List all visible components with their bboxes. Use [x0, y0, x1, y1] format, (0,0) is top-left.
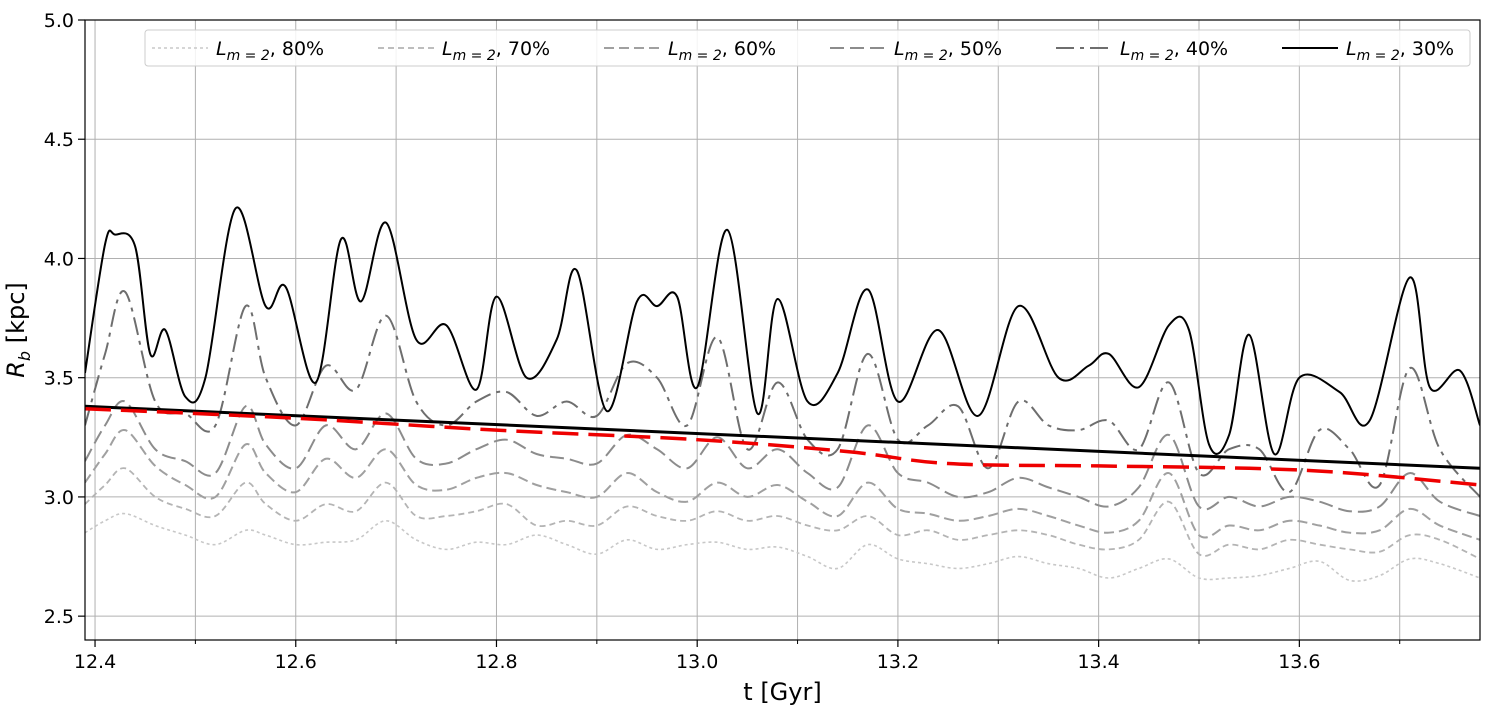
legend-label: Lm = 2, 80% [216, 38, 324, 64]
legend-item: Lm = 2, 60% [604, 38, 776, 64]
axis-ticks: 12.4 12.6 12.8 13.0 13.2 13.4 13.6 2.5 3.0 3.5 4.0… [44, 10, 1401, 673]
series-line-7 [85, 406, 1480, 487]
y-tick-label: 3.5 [44, 368, 74, 390]
grid [85, 19, 1480, 640]
y-axis-label-main: R [2, 361, 30, 378]
series-line-4 [85, 290, 1480, 498]
x-tick-label: 13.4 [1077, 651, 1119, 673]
legend-label: Lm = 2, 50% [894, 38, 1002, 64]
legend-label: Lm = 2, 70% [442, 38, 550, 64]
y-axis-label: Rb [kpc] [2, 282, 34, 378]
y-axis-label-unit: [kpc] [2, 282, 30, 351]
legend-items: Lm = 2, 80% Lm = 2, 70% Lm = 2, 60% Lm = 2,… [152, 38, 1454, 64]
plot-frame [84, 19, 1481, 641]
legend-item: Lm = 2, 80% [152, 38, 324, 64]
y-axis-label-sub: b [15, 351, 34, 361]
y-tick-label: 5.0 [44, 10, 74, 32]
series-line-6 [85, 404, 1480, 470]
legend-label: Lm = 2, 60% [668, 38, 776, 64]
y-tick-label: 2.5 [44, 606, 74, 628]
legend-item: Lm = 2, 30% [1282, 38, 1454, 64]
x-tick-label: 12.4 [74, 651, 116, 673]
x-tick-label: 13.0 [676, 651, 718, 673]
legend-item: Lm = 2, 40% [1056, 38, 1228, 64]
x-tick-label: 12.8 [475, 651, 517, 673]
series-line-5 [85, 206, 1480, 456]
series-line-0 [85, 512, 1480, 582]
legend-label: Lm = 2, 40% [1120, 38, 1228, 64]
series-line-1 [85, 467, 1480, 560]
x-tick-label: 13.6 [1278, 651, 1320, 673]
legend-item: Lm = 2, 70% [378, 38, 550, 64]
y-tick-label: 4.0 [44, 248, 74, 270]
legend-label: Lm = 2, 30% [1346, 38, 1454, 64]
series-lines [85, 206, 1480, 582]
legend-item: Lm = 2, 50% [830, 38, 1002, 64]
x-tick-label: 13.2 [877, 651, 919, 673]
series-line-3 [85, 400, 1480, 517]
legend: Lm = 2, 80% Lm = 2, 70% Lm = 2, 60% Lm = 2,… [144, 29, 1471, 67]
series-line-2 [85, 429, 1480, 541]
y-tick-label: 4.5 [44, 129, 74, 151]
y-tick-label: 3.0 [44, 487, 74, 509]
legend-box [144, 29, 1471, 67]
x-tick-label: 12.6 [275, 651, 317, 673]
x-axis-label: t [Gyr] [743, 678, 821, 706]
